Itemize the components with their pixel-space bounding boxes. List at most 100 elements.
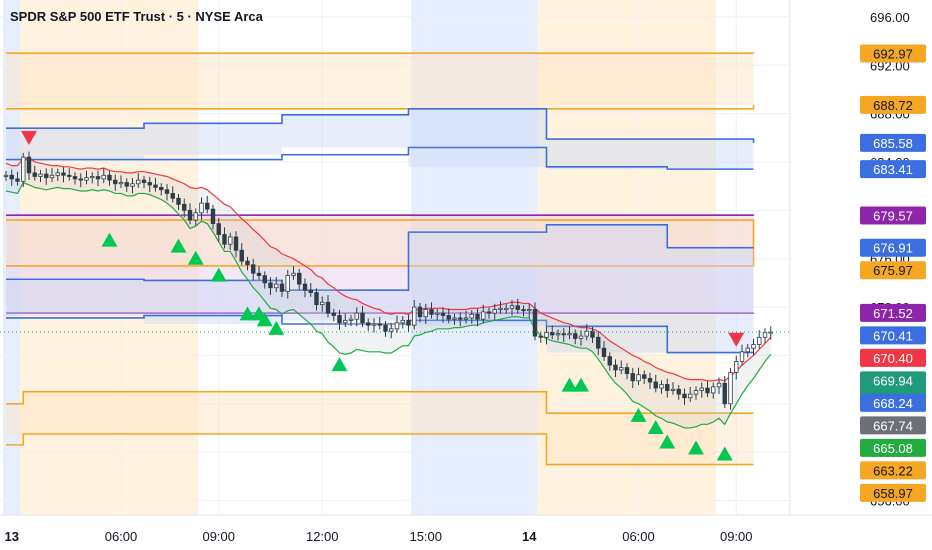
candle-body	[205, 202, 210, 210]
candle-body	[412, 306, 417, 326]
time-tick-label: 13	[5, 529, 19, 544]
candle-body	[400, 319, 405, 324]
band-lower-line	[6, 259, 755, 267]
candle-body	[423, 309, 428, 318]
candle-body	[596, 336, 601, 349]
candle-body	[262, 275, 267, 284]
buy-signal-up-triangle	[573, 377, 589, 392]
price-badge	[860, 95, 926, 114]
ema-envelope-fill	[6, 158, 771, 428]
candle-body	[768, 331, 773, 334]
band-fill	[6, 220, 754, 266]
candle-body	[486, 311, 492, 314]
candle-body	[228, 236, 233, 245]
candle-body	[371, 323, 377, 326]
candle-body	[360, 312, 365, 324]
time-tick-label: 09:00	[720, 529, 753, 544]
price-axis[interactable]: 656.00660.00664.00668.00672.00676.00680.…	[789, 0, 932, 550]
candle-body	[676, 388, 681, 395]
time-tick-label: 15:00	[409, 529, 442, 544]
candle-body	[55, 172, 60, 176]
candle-body	[573, 333, 578, 339]
candle-body	[325, 301, 331, 314]
signals	[21, 130, 745, 461]
buy-signal-up-triangle	[210, 267, 227, 282]
candle-body	[107, 174, 112, 181]
candle-body	[141, 179, 147, 183]
band-lower-line	[6, 104, 755, 110]
price-badge-value: 671.52	[873, 306, 913, 321]
candle-body	[555, 333, 561, 336]
candle-body	[348, 318, 354, 321]
candle-body	[699, 387, 704, 391]
price-badge	[860, 416, 926, 435]
buy-signal-up-triangle	[331, 357, 348, 372]
pivot-bands	[6, 52, 755, 466]
price-badge-value: 670.41	[873, 328, 913, 343]
price-badge-value: 670.40	[873, 351, 913, 366]
price-badge	[860, 261, 926, 280]
band-fill	[6, 391, 754, 465]
price-badge	[860, 133, 926, 152]
candle-body	[308, 289, 313, 293]
candle-body	[469, 313, 474, 319]
candle-body	[757, 336, 762, 345]
candle-body	[521, 309, 526, 312]
candle-body	[222, 234, 227, 245]
band-fill	[6, 53, 754, 109]
time-tick-label: 06:00	[105, 529, 138, 544]
candle-body	[515, 305, 520, 310]
candle-body	[302, 283, 308, 291]
candle-body	[297, 272, 302, 285]
candle-body	[440, 312, 446, 316]
price-badge-value: 692.97	[873, 47, 913, 62]
candle-body	[9, 174, 14, 180]
candle-body	[745, 347, 750, 353]
candle-body	[607, 356, 612, 366]
candle-body	[762, 332, 768, 338]
candle-body	[682, 393, 687, 399]
buy-signal-up-triangle	[268, 320, 285, 335]
candle-body	[705, 387, 710, 394]
candle-body	[61, 172, 66, 176]
price-badge-value: 683.41	[873, 162, 913, 177]
candle-body	[601, 347, 607, 358]
buy-signal-up-triangle	[647, 419, 664, 434]
price-badge	[860, 438, 926, 457]
band-upper-line	[6, 108, 755, 143]
ema-envelope	[5, 157, 772, 429]
candle-body	[251, 264, 256, 274]
session-background	[411, 0, 538, 515]
candle-body	[256, 272, 262, 277]
band-fill	[6, 215, 754, 314]
candle-body	[21, 156, 26, 182]
candle-body	[245, 260, 250, 266]
price-badge-value: 676.91	[873, 241, 913, 256]
candle-body	[498, 307, 503, 310]
candle-body	[532, 309, 538, 337]
candle-body	[728, 371, 733, 405]
candle-body	[417, 306, 423, 318]
price-badge-value: 667.74	[873, 418, 913, 433]
candle-body	[561, 333, 566, 336]
candle-body	[176, 197, 181, 205]
buy-signal-up-triangle	[170, 238, 187, 253]
candle-body	[590, 330, 595, 338]
candle-body	[124, 182, 129, 187]
candle-body	[492, 309, 497, 314]
candle-body	[394, 322, 400, 330]
candle-body	[389, 328, 394, 332]
candle-body	[118, 182, 124, 185]
buy-signal-up-triangle	[659, 434, 676, 449]
candle-body	[95, 176, 101, 180]
candle-body	[544, 332, 549, 338]
time-axis-background	[0, 515, 932, 550]
time-axis[interactable]: 13 06:00 09:00 12:00 15:00 14 06:00 09:00	[0, 514, 932, 550]
candle-body	[49, 174, 55, 179]
time-tick-label: 09:00	[202, 529, 235, 544]
ema-lower-line	[5, 181, 772, 429]
candle-body	[44, 173, 49, 179]
candle-body	[320, 301, 325, 306]
session-background	[20, 0, 199, 515]
